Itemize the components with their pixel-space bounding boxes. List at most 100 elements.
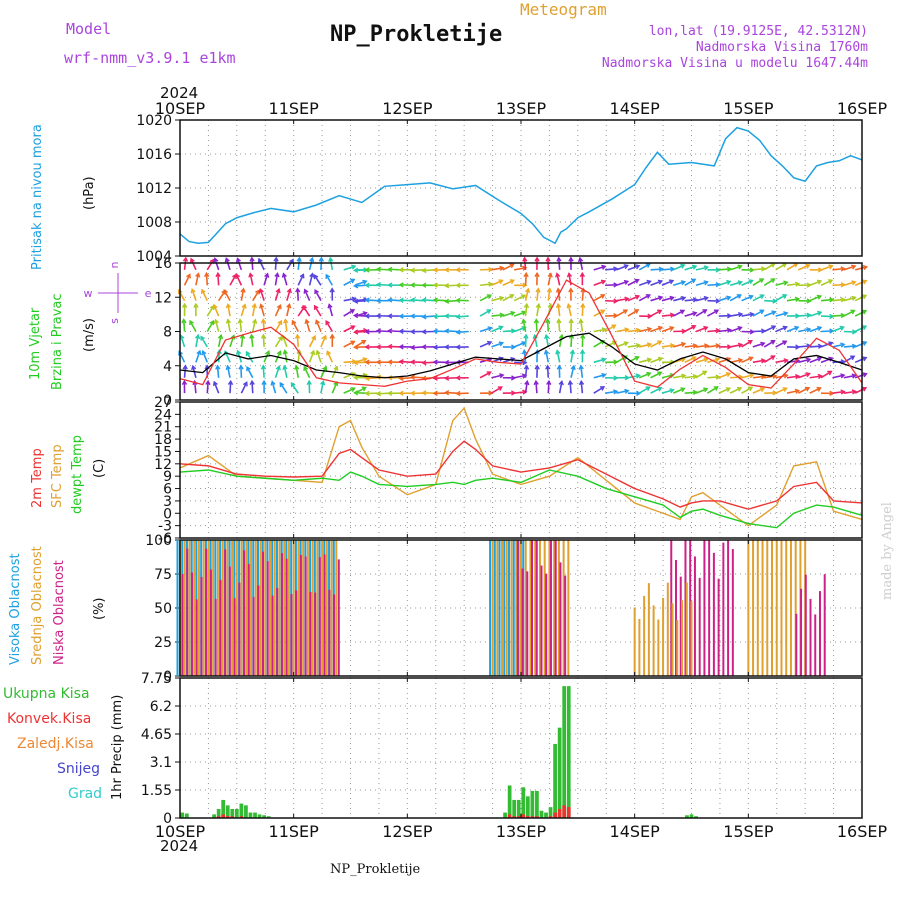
wind-arrow-head xyxy=(443,267,450,273)
wind-arrow-head xyxy=(806,312,812,318)
wind-arrow-head xyxy=(634,294,641,300)
cloud-bar-low xyxy=(214,598,217,676)
wind-arrow xyxy=(752,359,765,364)
wind-arrow xyxy=(399,360,412,364)
wind-arrow-head xyxy=(315,349,321,356)
wind-arrow xyxy=(673,296,686,302)
wind-arrow xyxy=(786,389,799,394)
wind-arrow xyxy=(854,294,867,302)
wind-arrow-head xyxy=(421,297,427,303)
precip-bar-conv xyxy=(516,816,521,818)
wind-arrow xyxy=(411,346,424,349)
wind-arrow-head xyxy=(534,271,540,278)
wind-arrow-head xyxy=(353,283,359,289)
wind-arrow xyxy=(821,298,834,302)
wind-arrow xyxy=(251,319,257,332)
cloud-bar-low xyxy=(181,574,184,676)
wind-arrow xyxy=(616,264,628,271)
wind-legend-south: s xyxy=(108,318,121,324)
precip-bar-total xyxy=(557,727,562,818)
cloud-bar-mid xyxy=(231,540,234,676)
wind-arrow xyxy=(763,263,775,271)
wind-arrow xyxy=(661,268,674,271)
wind-arrow xyxy=(672,309,685,317)
wind-arrow-head xyxy=(703,357,709,363)
wind-arrow-head xyxy=(816,294,823,300)
y-tick-label: 1008 xyxy=(136,215,172,231)
wind-barbs xyxy=(177,256,869,397)
wind-arrow-head xyxy=(260,364,267,370)
cloud-bar-low xyxy=(526,571,529,676)
cloud-bar-mid xyxy=(297,540,300,676)
wind-arrow xyxy=(491,325,503,333)
wind-arrow xyxy=(569,381,572,394)
wind-arrow-head xyxy=(364,359,370,365)
wind-arrow xyxy=(216,365,220,378)
wind-arrow-head xyxy=(259,303,265,309)
wind-arrow-head xyxy=(760,358,767,364)
y-tick-label: 1020 xyxy=(136,113,172,129)
wind-arrow-head xyxy=(455,267,461,273)
wind-arrow-head xyxy=(224,257,230,263)
wind-arrow-head xyxy=(306,379,312,385)
wind-arrow-head xyxy=(748,356,754,362)
wind-arrow-head xyxy=(282,364,288,371)
wind-arrow-head xyxy=(646,357,653,363)
wind-arrow-head xyxy=(547,272,553,278)
wind-arrow xyxy=(491,279,503,286)
wind-arrow xyxy=(809,311,822,317)
wind-arrow-head xyxy=(325,273,331,279)
precip-bar-total xyxy=(694,816,698,818)
wind-arrow xyxy=(673,342,686,348)
wind-arrow-head xyxy=(657,309,663,315)
wind-arrow xyxy=(365,299,378,302)
wind-arrow-head xyxy=(362,357,368,363)
wind-arrow-head xyxy=(794,373,801,380)
wind-arrow xyxy=(354,299,367,303)
wind-arrow-head xyxy=(310,349,316,356)
wind-arrow xyxy=(809,326,822,333)
wind-arrow-head xyxy=(680,295,687,302)
cloud-bar-low xyxy=(318,557,321,676)
wind-arrow-head xyxy=(200,335,205,341)
cloud-bar-low xyxy=(309,592,312,676)
wind-arrow-head xyxy=(657,325,664,331)
wind-arrow-head xyxy=(353,329,359,335)
wind-arrow xyxy=(797,386,810,394)
wind-arrow-head xyxy=(851,389,858,395)
cloud-bar-low xyxy=(314,592,317,676)
wind-arrow-head xyxy=(375,266,382,272)
wind-arrow xyxy=(195,334,199,348)
wind-arrow xyxy=(650,326,663,333)
wind-arrow xyxy=(843,309,855,317)
wind-arrow-head xyxy=(387,359,393,365)
y-tick-label: 16 xyxy=(154,256,172,272)
y-tick-label: 8 xyxy=(163,325,172,341)
wind-arrow xyxy=(661,389,674,394)
wind-arrow xyxy=(258,258,265,271)
wind-arrow-head xyxy=(291,319,297,325)
wind-arrow-head xyxy=(715,343,721,349)
cloud-bar-mid xyxy=(264,540,267,676)
cloud-bar-mid xyxy=(278,540,281,676)
wind-arrow xyxy=(214,319,220,332)
wind-arrow-head xyxy=(333,365,339,371)
wind-arrow-head xyxy=(702,370,708,376)
wind-arrow-head xyxy=(193,302,199,308)
cloud-bar-low xyxy=(535,540,538,676)
precip-bar-total xyxy=(180,812,185,818)
precip-bar-total xyxy=(221,799,226,818)
wind-arrow-head xyxy=(634,278,640,284)
precip-bar-conv xyxy=(521,814,526,818)
wind-arrow xyxy=(832,283,845,287)
wind-arrow-head xyxy=(579,348,586,355)
wind-ylabel-1: 10m Vjetar xyxy=(28,307,43,380)
cloud-bar-mid xyxy=(538,540,541,676)
wind-arrow xyxy=(524,273,528,286)
wind-arrow-head xyxy=(599,386,606,391)
precip-bar-conv xyxy=(553,812,557,818)
precip-bar-conv xyxy=(512,816,517,818)
wind-arrow xyxy=(399,283,412,287)
wind-arrow xyxy=(661,296,674,302)
wind-arrow-head xyxy=(212,380,218,387)
